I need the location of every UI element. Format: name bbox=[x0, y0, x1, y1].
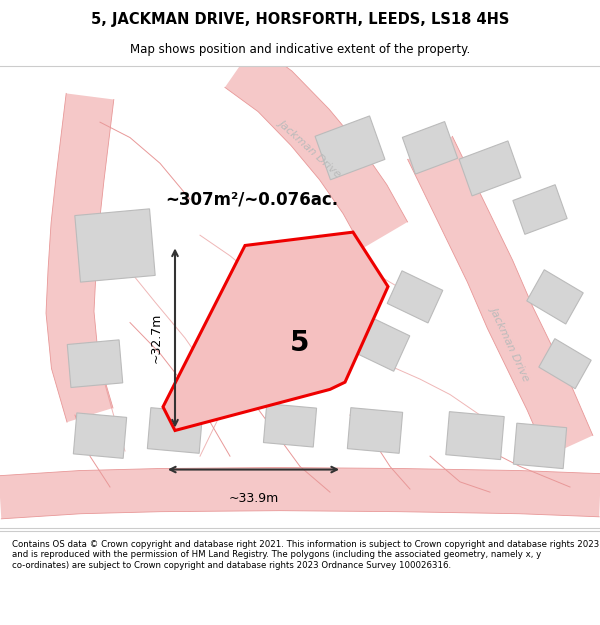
Polygon shape bbox=[253, 258, 317, 316]
Polygon shape bbox=[163, 232, 388, 431]
Text: Map shows position and indicative extent of the property.: Map shows position and indicative extent… bbox=[130, 42, 470, 56]
Text: 5: 5 bbox=[290, 329, 310, 357]
Polygon shape bbox=[407, 136, 593, 456]
Polygon shape bbox=[75, 209, 155, 282]
Text: ~307m²/~0.076ac.: ~307m²/~0.076ac. bbox=[165, 190, 338, 208]
Polygon shape bbox=[459, 141, 521, 196]
Text: Jackman Drive: Jackman Drive bbox=[488, 304, 532, 382]
Text: 5, JACKMAN DRIVE, HORSFORTH, LEEDS, LS18 4HS: 5, JACKMAN DRIVE, HORSFORTH, LEEDS, LS18… bbox=[91, 12, 509, 27]
Polygon shape bbox=[0, 468, 600, 519]
Polygon shape bbox=[263, 404, 317, 447]
Polygon shape bbox=[315, 116, 385, 180]
Text: ~33.9m: ~33.9m bbox=[229, 492, 278, 505]
Polygon shape bbox=[514, 423, 566, 469]
Text: ~32.7m: ~32.7m bbox=[150, 312, 163, 363]
Polygon shape bbox=[387, 271, 443, 323]
Polygon shape bbox=[403, 122, 458, 174]
Polygon shape bbox=[46, 93, 114, 422]
Polygon shape bbox=[73, 413, 127, 458]
Text: Jackman Drive: Jackman Drive bbox=[277, 117, 343, 179]
Polygon shape bbox=[527, 270, 583, 324]
Polygon shape bbox=[539, 339, 591, 389]
Polygon shape bbox=[148, 408, 203, 453]
Polygon shape bbox=[347, 408, 403, 453]
Text: Contains OS data © Crown copyright and database right 2021. This information is : Contains OS data © Crown copyright and d… bbox=[12, 540, 599, 569]
Polygon shape bbox=[225, 44, 407, 249]
Polygon shape bbox=[350, 315, 410, 371]
Polygon shape bbox=[513, 185, 567, 234]
Polygon shape bbox=[67, 340, 123, 388]
Polygon shape bbox=[446, 412, 504, 459]
